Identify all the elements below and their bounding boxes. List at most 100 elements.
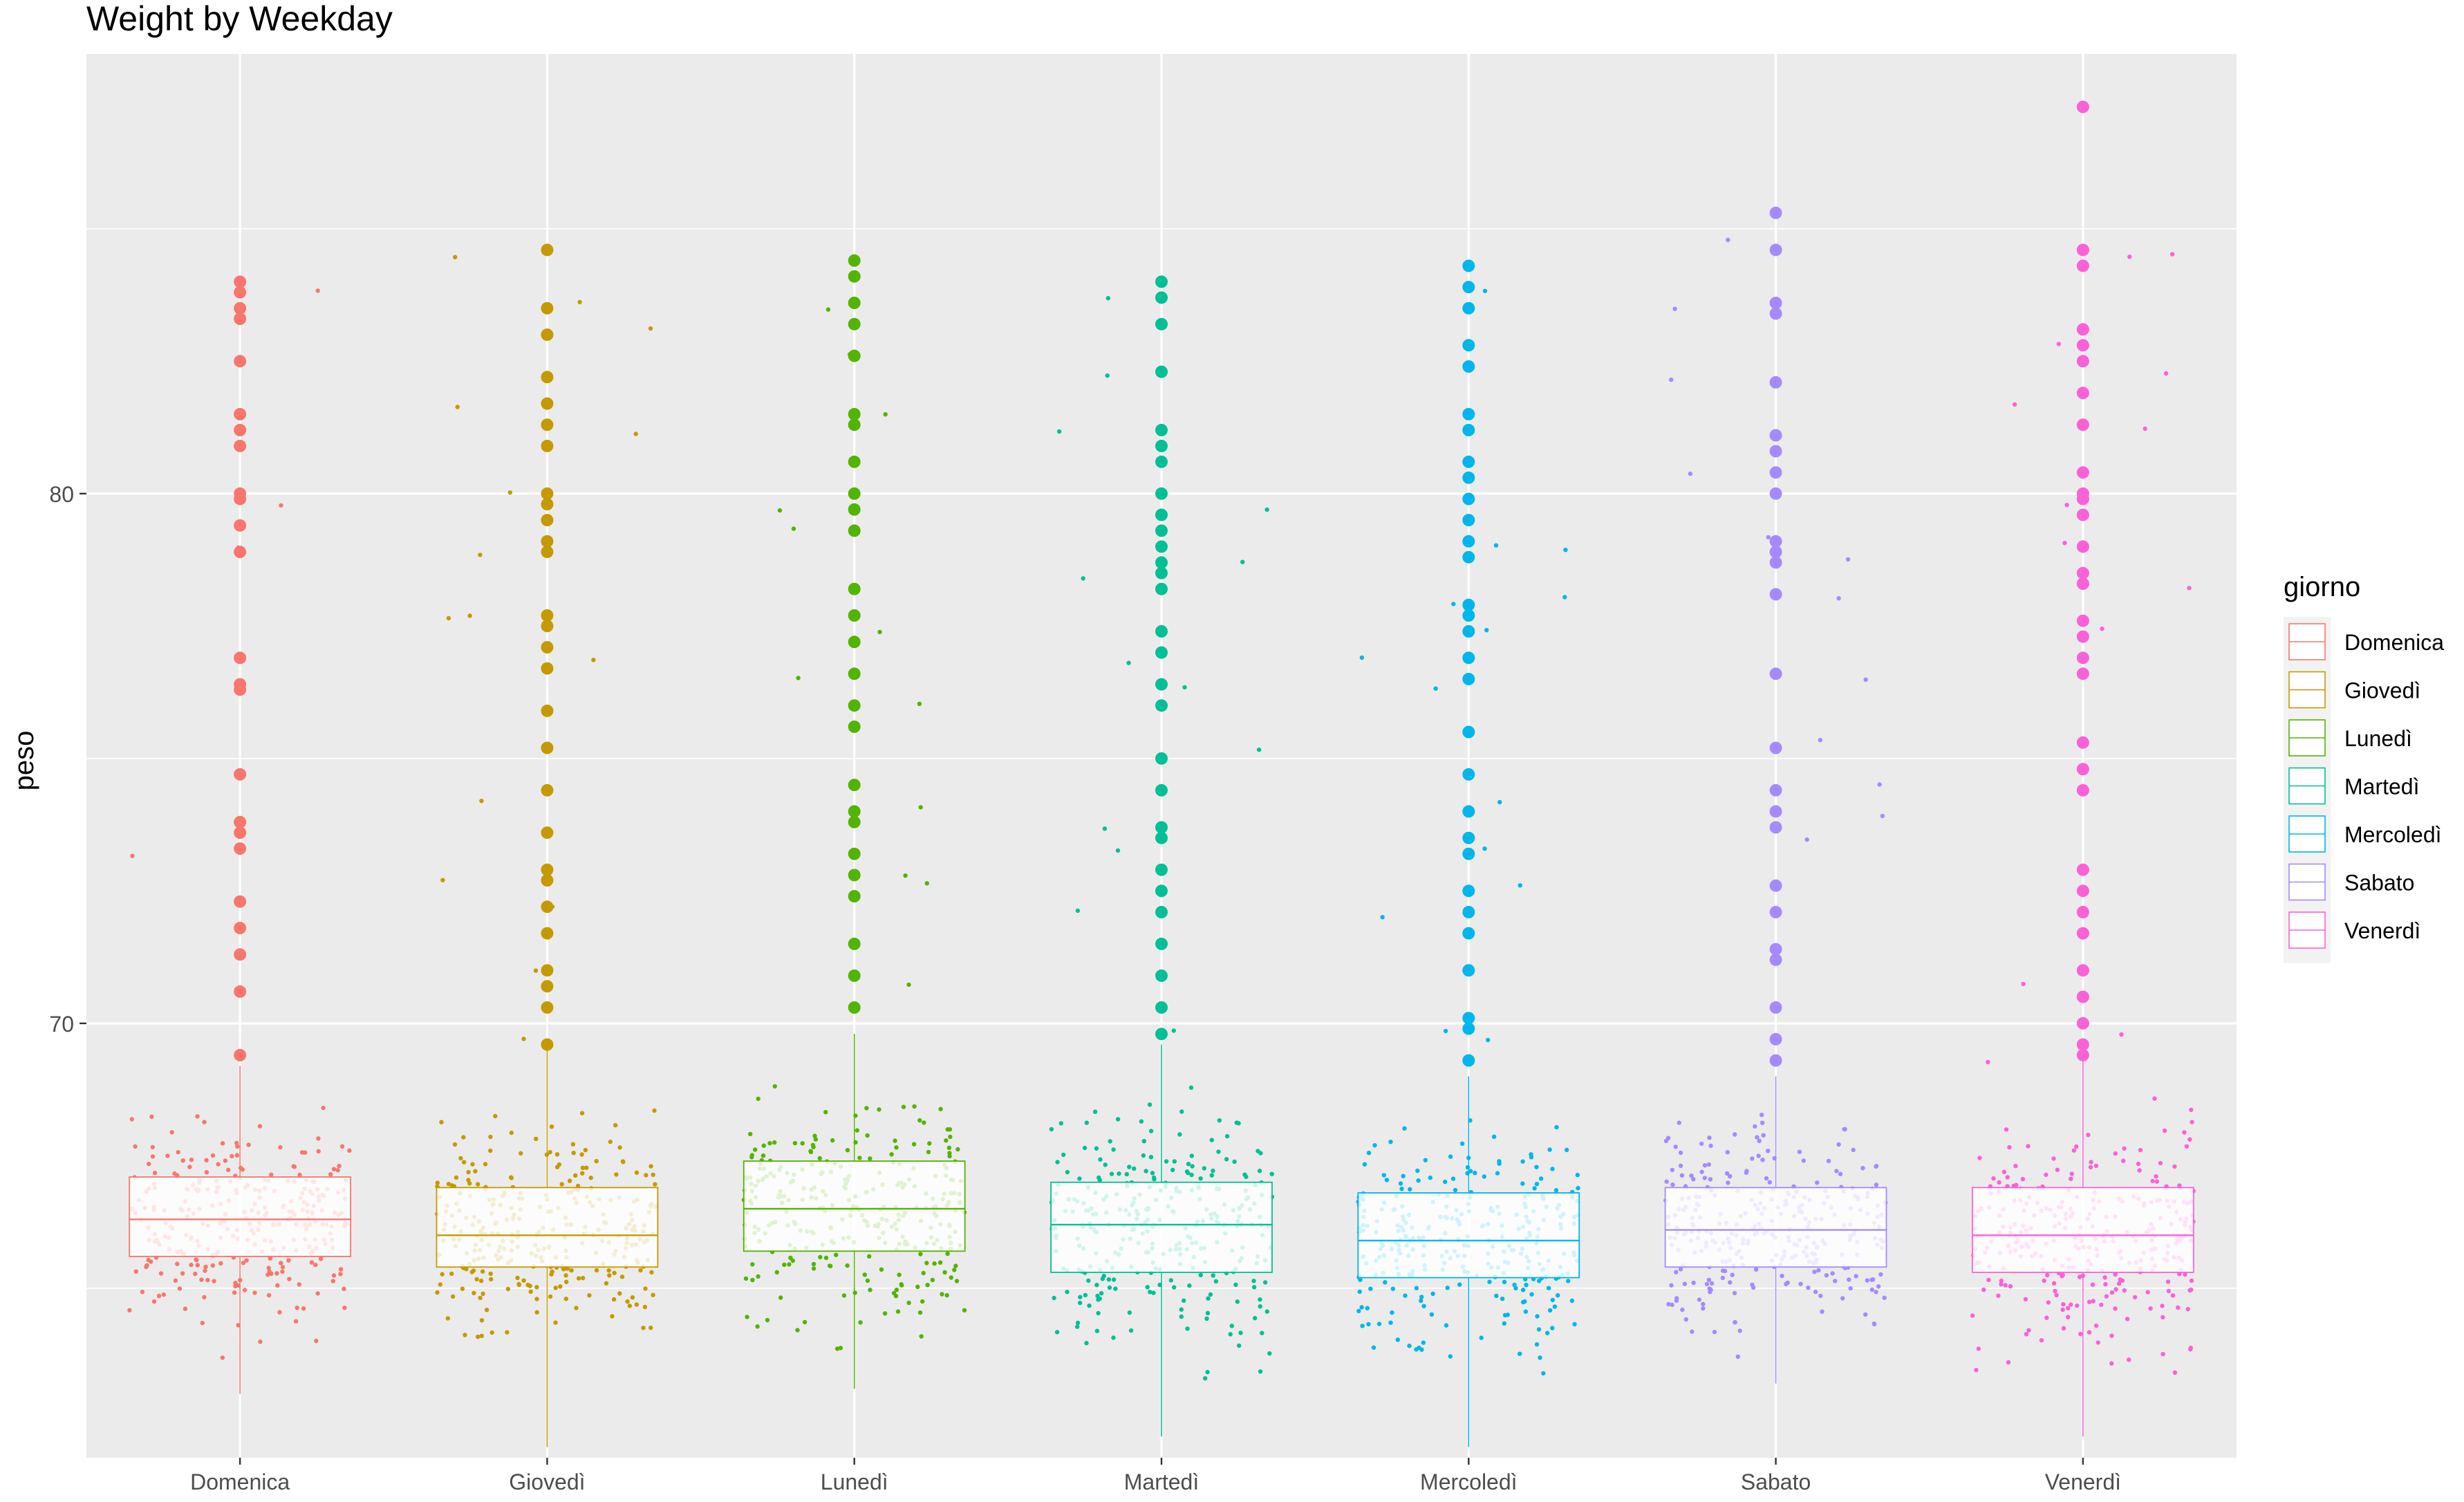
jitter-point <box>787 1262 792 1267</box>
outlier-point <box>1462 535 1475 548</box>
outlier-point <box>848 407 861 420</box>
outlier-point <box>848 890 861 902</box>
jitter-point <box>570 1142 576 1147</box>
jitter-point <box>220 1355 225 1360</box>
jitter-point <box>1678 1150 1683 1156</box>
jitter-point <box>328 1172 333 1177</box>
jitter-point <box>1421 1304 1426 1308</box>
outlier-point <box>234 842 247 855</box>
jitter-point <box>246 1142 251 1147</box>
jitter-point <box>1190 1164 1195 1169</box>
jitter-point <box>2187 586 2192 591</box>
jitter-point <box>1465 1165 1471 1170</box>
outlier-point <box>2076 387 2089 400</box>
outlier-point <box>541 1001 554 1014</box>
jitter-point <box>2166 1288 2171 1294</box>
jitter-point <box>1366 1322 1371 1327</box>
jitter-point <box>947 1127 953 1132</box>
jitter-point <box>534 1285 539 1290</box>
jitter-point <box>1766 1149 1771 1153</box>
jitter-point <box>2160 1315 2165 1320</box>
jitter-point <box>445 1316 450 1321</box>
jitter-point <box>338 1272 343 1277</box>
jitter-point <box>2184 1144 2190 1149</box>
jitter-point <box>652 1108 657 1113</box>
jitter-point <box>1398 1181 1403 1186</box>
jitter-point <box>2071 1148 2077 1153</box>
jitter-point <box>641 1326 646 1331</box>
jitter-point <box>917 1118 922 1123</box>
jitter-point <box>1495 1171 1500 1176</box>
jitter-point <box>558 1284 563 1289</box>
jitter-point <box>1529 1152 1533 1157</box>
jitter-point <box>258 1339 263 1344</box>
jitter-point <box>1678 1267 1683 1272</box>
jitter-point <box>287 1277 292 1281</box>
jitter-point <box>446 1182 451 1187</box>
outlier-point <box>541 826 554 840</box>
jitter-point <box>176 1149 180 1155</box>
jitter-point <box>1986 1277 1991 1283</box>
jitter-point <box>1833 1279 1838 1283</box>
jitter-point <box>200 1320 205 1326</box>
jitter-point <box>342 1306 347 1310</box>
jitter-point <box>2185 1306 2190 1312</box>
jitter-point <box>606 1268 611 1273</box>
jitter-point <box>1109 1171 1114 1176</box>
jitter-point <box>1356 1308 1361 1314</box>
jitter-point <box>1144 1169 1148 1174</box>
jitter-point <box>823 1110 828 1115</box>
jitter-point <box>2045 1272 2050 1278</box>
boxplots <box>129 1034 2194 1447</box>
jitter-point <box>1128 1328 1134 1333</box>
jitter-point <box>817 1156 823 1161</box>
jitter-point <box>838 1346 843 1351</box>
outlier-point <box>1769 784 1782 797</box>
jitter-point <box>1419 1298 1424 1304</box>
jitter-point <box>1141 1139 1147 1144</box>
legend: giorno Domenica Giovedì Lunedì Martedì Merco… <box>2284 572 2444 963</box>
jitter-point <box>1357 1289 1362 1295</box>
jitter-point <box>2055 1167 2060 1172</box>
jitter-point <box>1880 813 1885 819</box>
jitter-point <box>610 1314 615 1319</box>
jitter-point <box>865 1278 870 1283</box>
jitter-point <box>280 1265 286 1270</box>
jitter-point <box>1107 1285 1112 1290</box>
outlier-point <box>2076 906 2089 918</box>
outlier-point <box>2076 540 2089 553</box>
jitter-point <box>1679 1173 1685 1178</box>
jitter-point <box>1699 1141 1704 1147</box>
x-axis: Domenica Giovedì Lunedì Martedì Mercoledì Sab… <box>190 1458 2121 1494</box>
outlier-point <box>234 439 247 452</box>
outlier-point <box>1769 667 1782 680</box>
outlier-point <box>1155 365 1168 378</box>
jitter-point <box>945 1251 950 1257</box>
jitter-point <box>1168 1278 1174 1283</box>
jitter-point <box>2145 1290 2150 1295</box>
jitter-point <box>2103 1281 2108 1287</box>
jitter-point <box>625 1299 630 1304</box>
jitter-point <box>488 1271 493 1277</box>
outlier-point <box>1155 906 1168 918</box>
jitter-point <box>808 1149 813 1153</box>
outlier-point <box>234 1048 247 1061</box>
outlier-point <box>2076 1048 2089 1061</box>
jitter-point <box>1390 1310 1394 1315</box>
outlier-point <box>1462 598 1475 611</box>
jitter-point <box>470 1162 475 1167</box>
jitter-point <box>1177 1132 1182 1137</box>
outlier-point <box>2076 577 2089 590</box>
jitter-point <box>796 676 801 680</box>
jitter-point <box>1670 1167 1674 1173</box>
jitter-point <box>962 1308 967 1313</box>
jitter-point <box>266 1265 271 1270</box>
jitter-point <box>1148 1290 1152 1295</box>
jitter-point <box>1256 748 1262 752</box>
outlier-point <box>1155 439 1168 452</box>
jitter-point <box>651 1292 655 1297</box>
outlier-point <box>848 969 861 982</box>
jitter-point <box>1845 557 1851 562</box>
jitter-point <box>868 1288 872 1292</box>
jitter-point <box>1111 1335 1116 1340</box>
